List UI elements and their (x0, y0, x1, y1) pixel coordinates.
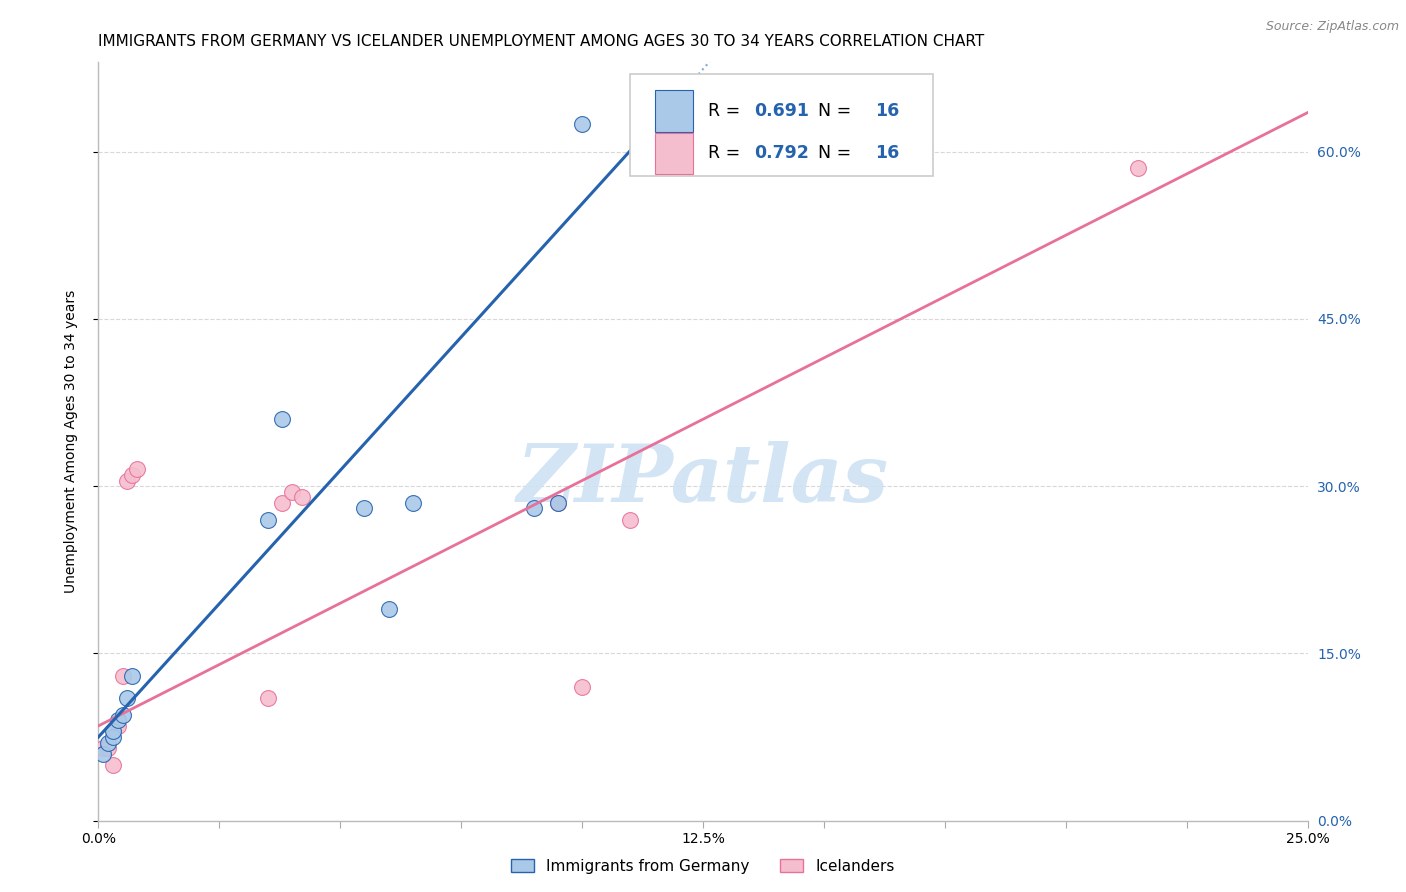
Text: N =: N = (807, 102, 856, 120)
Legend: Immigrants from Germany, Icelanders: Immigrants from Germany, Icelanders (505, 853, 901, 880)
Point (111, 669, 134, 683)
Point (402, 496, 425, 510)
Point (107, 719, 129, 733)
Point (290, 491, 312, 505)
Point (117, 474, 139, 488)
Text: 16: 16 (875, 145, 898, 162)
Point (121, 468, 143, 483)
Point (1128, 161, 1150, 176)
Point (101, 758, 124, 772)
Text: IMMIGRANTS FROM GERMANY VS ICELANDER UNEMPLOYMENT AMONG AGES 30 TO 34 YEARS CORR: IMMIGRANTS FROM GERMANY VS ICELANDER UNE… (98, 34, 984, 49)
Point (547, 496, 569, 510)
Point (127, 462, 149, 476)
Point (523, 501, 546, 516)
Text: N =: N = (807, 145, 856, 162)
Point (91, 741, 114, 756)
Point (91, 747, 114, 761)
Point (619, 512, 641, 526)
Point (97, 741, 120, 756)
Text: 16: 16 (875, 102, 898, 120)
Point (281, 484, 304, 499)
FancyBboxPatch shape (655, 133, 693, 174)
Point (271, 496, 294, 510)
Text: 0.691: 0.691 (754, 102, 808, 120)
Point (377, 602, 399, 616)
Point (256, 512, 278, 526)
Point (111, 707, 134, 722)
Point (571, 117, 593, 131)
Point (547, 496, 569, 510)
Text: R =: R = (707, 102, 745, 120)
Text: ZIPatlas: ZIPatlas (517, 441, 889, 518)
Text: 0.792: 0.792 (754, 145, 808, 162)
Point (256, 690, 278, 705)
Point (101, 730, 124, 744)
Point (117, 690, 139, 705)
Text: R =: R = (707, 145, 745, 162)
Point (107, 714, 129, 728)
Y-axis label: Unemployment Among Ages 30 to 34 years: Unemployment Among Ages 30 to 34 years (63, 290, 77, 593)
Point (271, 412, 294, 426)
FancyBboxPatch shape (655, 90, 693, 132)
Point (353, 501, 375, 516)
Point (101, 724, 124, 739)
FancyBboxPatch shape (630, 74, 932, 177)
Text: Source: ZipAtlas.com: Source: ZipAtlas.com (1265, 20, 1399, 33)
Point (121, 669, 143, 683)
Point (571, 680, 593, 694)
Point (97, 735, 120, 749)
